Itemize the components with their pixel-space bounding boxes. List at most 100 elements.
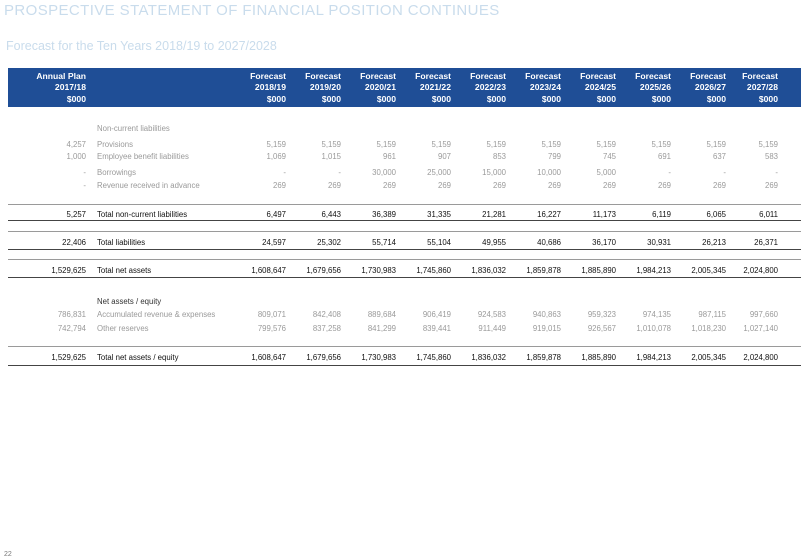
table-cell: 959,323 bbox=[587, 310, 616, 319]
header-column-line: 2024/25 bbox=[584, 82, 616, 93]
table-row: Employee benefit liabilities 1,000 1,069 1,… bbox=[8, 151, 801, 163]
table-row: Total non-current liabilities 5,257 6,497 6… bbox=[8, 209, 801, 221]
row-label: Provisions bbox=[97, 140, 133, 149]
table-cell: - bbox=[723, 168, 726, 177]
table-cell: 842,408 bbox=[312, 310, 341, 319]
table-cell: 55,714 bbox=[372, 238, 396, 247]
table-cell: 911,449 bbox=[478, 324, 506, 333]
table-cell: 1,069 bbox=[266, 152, 286, 161]
table-cell: 1,859,878 bbox=[526, 266, 561, 275]
table-cell: 11,173 bbox=[592, 210, 616, 219]
header-column-line: 2023/24 bbox=[529, 82, 561, 93]
table-cell: - bbox=[775, 168, 778, 177]
header-column-6: Forecast 2023/24 $000 bbox=[525, 71, 561, 105]
table-cell: 1,529,625 bbox=[51, 353, 86, 362]
table-row: Borrowings - - - 30,000 25,000 15,000 10,000 5,0… bbox=[8, 167, 801, 179]
table-cell: 6,497 bbox=[266, 210, 286, 219]
table-cell: 25,000 bbox=[427, 168, 451, 177]
table-cell: 5,159 bbox=[376, 140, 396, 149]
table-cell: 745 bbox=[602, 152, 616, 161]
table-cell: 5,159 bbox=[266, 140, 286, 149]
header-column-line: 2021/22 bbox=[419, 82, 451, 93]
table-cell: 974,135 bbox=[642, 310, 671, 319]
page-number: 22 bbox=[4, 551, 12, 558]
table-cell: 4,257 bbox=[66, 140, 86, 149]
table-cell: 1,836,032 bbox=[471, 266, 506, 275]
row-divider bbox=[8, 259, 801, 260]
table-cell: - bbox=[338, 168, 341, 177]
header-column-line: Annual Plan bbox=[36, 71, 86, 81]
table-cell: 1,679,656 bbox=[306, 353, 341, 362]
table-row: Total liabilities 22,406 24,597 25,302 55,71… bbox=[8, 237, 801, 249]
table-cell: 30,000 bbox=[372, 168, 396, 177]
row-label: Other reserves bbox=[97, 324, 149, 333]
table-cell: 269 bbox=[272, 181, 286, 190]
table-cell: - bbox=[283, 168, 286, 177]
header-column-line: Forecast bbox=[525, 71, 561, 81]
table-cell: 926,567 bbox=[587, 324, 616, 333]
table-cell: 919,015 bbox=[532, 324, 561, 333]
table-row: Non-current liabilities bbox=[8, 123, 801, 135]
table-cell: 5,159 bbox=[321, 140, 341, 149]
header-column-line: $000 bbox=[486, 93, 506, 104]
row-label: Revenue received in advance bbox=[97, 181, 200, 190]
row-label: Employee benefit liabilities bbox=[97, 152, 189, 161]
table-cell: 1,608,647 bbox=[251, 266, 286, 275]
table-cell: 5,159 bbox=[596, 140, 616, 149]
header-column-line: 2025/26 bbox=[639, 82, 671, 93]
table-cell: 2,024,800 bbox=[743, 266, 778, 275]
header-column-line: $000 bbox=[596, 93, 616, 104]
table-cell: 1,608,647 bbox=[251, 353, 286, 362]
table-cell: 997,660 bbox=[749, 310, 778, 319]
header-column-line: Forecast bbox=[690, 71, 726, 81]
table-cell: 269 bbox=[492, 181, 506, 190]
header-column-line: 2018/19 bbox=[254, 82, 286, 93]
row-divider bbox=[8, 231, 801, 232]
header-column-2: Forecast 2019/20 $000 bbox=[305, 71, 341, 105]
header-column-0: Annual Plan 2017/18 $000 bbox=[36, 71, 86, 105]
header-column-line: $000 bbox=[66, 93, 86, 104]
table-row: Net assets / equity bbox=[8, 296, 801, 308]
header-column-line: Forecast bbox=[250, 71, 286, 81]
table-cell: 269 bbox=[712, 181, 726, 190]
table-cell: 1,010,078 bbox=[636, 324, 671, 333]
table-row: Provisions 4,257 5,159 5,159 5,159 5,159 5,159… bbox=[8, 139, 801, 151]
table-cell: 16,227 bbox=[537, 210, 561, 219]
table-cell: 5,159 bbox=[541, 140, 561, 149]
header-column-line: 2022/23 bbox=[474, 82, 506, 93]
table-cell: 2,024,800 bbox=[743, 353, 778, 362]
table-cell: 809,071 bbox=[257, 310, 286, 319]
header-column-line: 2027/28 bbox=[746, 82, 778, 93]
table-cell: 26,213 bbox=[702, 238, 726, 247]
table-cell: 55,104 bbox=[427, 238, 451, 247]
table-cell: 1,730,983 bbox=[361, 266, 396, 275]
header-column-line: Forecast bbox=[580, 71, 616, 81]
header-column-7: Forecast 2024/25 $000 bbox=[580, 71, 616, 105]
header-column-line: $000 bbox=[321, 93, 341, 104]
table-cell: 22,406 bbox=[62, 238, 86, 247]
table-cell: 637 bbox=[712, 152, 726, 161]
table-cell: 1,885,890 bbox=[581, 353, 616, 362]
table-cell: 269 bbox=[602, 181, 616, 190]
table-cell: 36,170 bbox=[592, 238, 616, 247]
table-cell: 1,679,656 bbox=[306, 266, 341, 275]
table-cell: 961 bbox=[382, 152, 396, 161]
table-cell: 839,441 bbox=[422, 324, 451, 333]
table-row: Total net assets / equity 1,529,625 1,608,… bbox=[8, 352, 801, 364]
table-cell: 2,005,345 bbox=[691, 353, 726, 362]
table-cell: 6,011 bbox=[759, 210, 778, 219]
header-column-line: 2019/20 bbox=[309, 82, 341, 93]
table-cell: 1,000 bbox=[66, 152, 86, 161]
table-header: Annual Plan 2017/18 $000 Forecast 2018/19 $00… bbox=[8, 68, 801, 107]
table-cell: 5,159 bbox=[486, 140, 506, 149]
table-cell: 2,005,345 bbox=[691, 266, 726, 275]
table-cell: 907 bbox=[437, 152, 451, 161]
header-column-10: Forecast 2027/28 $000 bbox=[742, 71, 778, 105]
table-cell: 691 bbox=[657, 152, 671, 161]
header-column-line: Forecast bbox=[305, 71, 341, 81]
header-column-3: Forecast 2020/21 $000 bbox=[360, 71, 396, 105]
table-cell: 36,389 bbox=[372, 210, 396, 219]
table-cell: 1,529,625 bbox=[51, 266, 86, 275]
row-divider bbox=[8, 277, 801, 278]
row-label: Borrowings bbox=[97, 168, 136, 177]
